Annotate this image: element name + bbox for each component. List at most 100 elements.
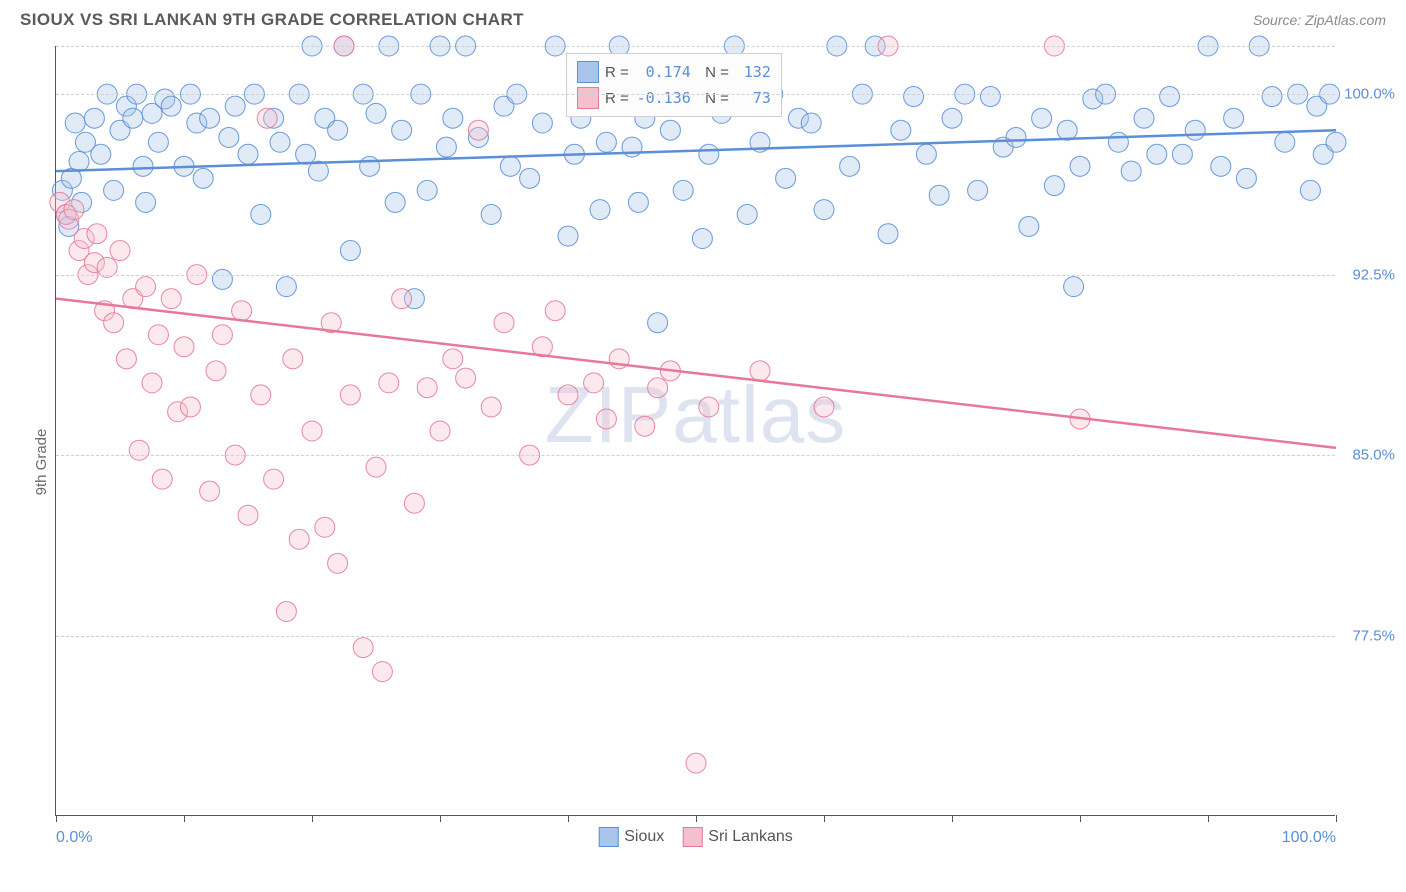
chart-header: SIOUX VS SRI LANKAN 9TH GRADE CORRELATIO…	[0, 0, 1406, 36]
scatter-point	[1160, 87, 1180, 107]
x-tick-label: 100.0%	[1282, 829, 1336, 847]
scatter-point	[174, 337, 194, 357]
legend-n-label: N =	[697, 64, 729, 81]
scatter-point	[1211, 156, 1231, 176]
scatter-point	[152, 469, 172, 489]
scatter-point	[1275, 132, 1295, 152]
x-tick	[568, 815, 569, 822]
scatter-point	[264, 469, 284, 489]
scatter-point	[372, 662, 392, 682]
scatter-point	[238, 144, 258, 164]
x-tick	[696, 815, 697, 822]
correlation-legend: R = 0.174 N = 132 R = -0.136 N = 73	[566, 53, 782, 117]
scatter-point	[1300, 180, 1320, 200]
legend-row: R = 0.174 N = 132	[577, 59, 771, 85]
y-axis-label: 9th Grade	[33, 429, 50, 496]
series-legend-item: Sri Lankans	[682, 827, 793, 847]
gridline	[56, 636, 1335, 637]
y-tick-label: 85.0%	[1352, 447, 1395, 464]
scatter-point	[980, 87, 1000, 107]
scatter-point	[1121, 161, 1141, 181]
chart-svg	[56, 46, 1335, 815]
scatter-point	[699, 397, 719, 417]
scatter-point	[699, 144, 719, 164]
scatter-point	[302, 421, 322, 441]
plot-area: ZIPatlas R = 0.174 N = 132 R = -0.136 N …	[55, 46, 1335, 816]
scatter-point	[500, 156, 520, 176]
scatter-point	[558, 226, 578, 246]
scatter-point	[1006, 127, 1026, 147]
scatter-point	[225, 96, 245, 116]
legend-swatch	[577, 87, 599, 109]
legend-row: R = -0.136 N = 73	[577, 85, 771, 111]
legend-n-value: 132	[735, 63, 771, 81]
series-legend-label: Sioux	[624, 828, 664, 845]
x-tick	[824, 815, 825, 822]
scatter-point	[1108, 132, 1128, 152]
scatter-point	[1064, 277, 1084, 297]
scatter-point	[129, 440, 149, 460]
x-tick	[1336, 815, 1337, 822]
scatter-point	[814, 200, 834, 220]
series-legend-label: Sri Lankans	[708, 828, 793, 845]
scatter-point	[65, 113, 85, 133]
scatter-point	[360, 156, 380, 176]
legend-swatch	[682, 827, 702, 847]
scatter-point	[251, 204, 271, 224]
scatter-point	[628, 192, 648, 212]
scatter-point	[673, 180, 693, 200]
scatter-point	[251, 385, 271, 405]
scatter-point	[200, 108, 220, 128]
scatter-point	[417, 378, 437, 398]
scatter-point	[904, 87, 924, 107]
scatter-point	[692, 229, 712, 249]
scatter-point	[366, 103, 386, 123]
scatter-point	[136, 192, 156, 212]
x-tick	[1208, 815, 1209, 822]
scatter-point	[161, 289, 181, 309]
scatter-point	[1262, 87, 1282, 107]
series-legend: Sioux Sri Lankans	[598, 827, 793, 847]
scatter-point	[1057, 120, 1077, 140]
scatter-point	[270, 132, 290, 152]
scatter-point	[148, 325, 168, 345]
legend-n-label: N =	[697, 90, 729, 107]
scatter-point	[404, 493, 424, 513]
gridline	[56, 455, 1335, 456]
scatter-point	[929, 185, 949, 205]
scatter-point	[64, 200, 84, 220]
scatter-point	[481, 204, 501, 224]
scatter-point	[520, 168, 540, 188]
x-tick-label: 0.0%	[56, 829, 92, 847]
scatter-point	[283, 349, 303, 369]
scatter-point	[1019, 216, 1039, 236]
scatter-point	[212, 325, 232, 345]
scatter-point	[1236, 168, 1256, 188]
scatter-point	[584, 373, 604, 393]
scatter-point	[91, 144, 111, 164]
scatter-point	[660, 120, 680, 140]
y-tick-label: 100.0%	[1344, 86, 1395, 103]
scatter-point	[1326, 132, 1346, 152]
scatter-point	[443, 349, 463, 369]
scatter-point	[1147, 144, 1167, 164]
scatter-point	[436, 137, 456, 157]
scatter-point	[379, 373, 399, 393]
series-legend-item: Sioux	[598, 827, 664, 847]
scatter-point	[296, 144, 316, 164]
scatter-point	[481, 397, 501, 417]
scatter-point	[590, 200, 610, 220]
scatter-point	[353, 638, 373, 658]
legend-swatch	[598, 827, 618, 847]
scatter-point	[123, 108, 143, 128]
scatter-point	[180, 397, 200, 417]
scatter-point	[206, 361, 226, 381]
scatter-point	[1224, 108, 1244, 128]
scatter-point	[340, 241, 360, 261]
legend-r-value: -0.136	[635, 89, 691, 107]
scatter-point	[916, 144, 936, 164]
scatter-point	[942, 108, 962, 128]
scatter-point	[84, 108, 104, 128]
x-tick	[1080, 815, 1081, 822]
scatter-point	[417, 180, 437, 200]
